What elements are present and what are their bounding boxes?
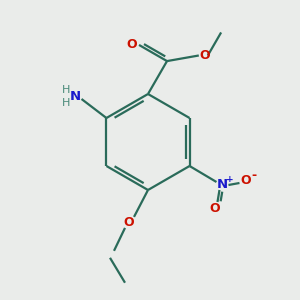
- Text: O: O: [240, 175, 251, 188]
- Text: O: O: [127, 38, 137, 51]
- Text: +: +: [226, 176, 233, 184]
- Text: N: N: [70, 89, 81, 103]
- Text: H: H: [62, 98, 71, 108]
- Text: O: O: [200, 49, 210, 62]
- Text: N: N: [217, 178, 228, 191]
- Text: -: -: [251, 169, 256, 182]
- Text: O: O: [209, 202, 220, 214]
- Text: H: H: [62, 85, 71, 95]
- Text: O: O: [124, 216, 134, 230]
